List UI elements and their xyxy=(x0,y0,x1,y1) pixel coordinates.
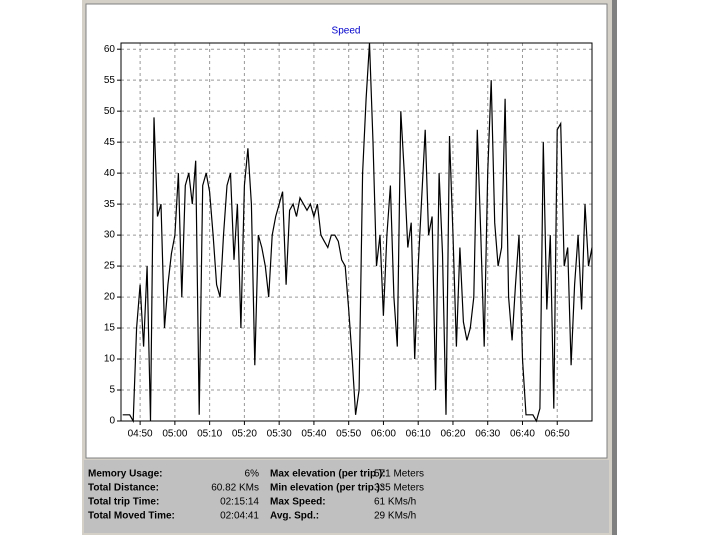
y-tick-label: 60 xyxy=(104,44,116,55)
y-tick-label: 45 xyxy=(104,137,116,148)
speed-line xyxy=(122,42,593,424)
y-tick-label: 50 xyxy=(104,106,116,117)
stats-panel xyxy=(84,460,609,533)
x-tick-label: 05:10 xyxy=(197,429,222,440)
stat-value: 335 Meters xyxy=(374,483,424,494)
y-tick-label: 0 xyxy=(109,416,115,427)
stat-label: Max Speed: xyxy=(270,497,326,508)
stat-value: 29 KMs/h xyxy=(374,511,416,522)
y-tick-label: 5 xyxy=(109,385,115,396)
y-tick-label: 35 xyxy=(104,199,116,210)
y-tick-label: 25 xyxy=(104,261,116,272)
x-tick-label: 06:30 xyxy=(475,429,500,440)
stat-label: Max elevation (per trip ): xyxy=(270,469,386,480)
y-tick-label: 15 xyxy=(104,323,116,334)
stat-label: Min elevation (per trip ): xyxy=(270,483,383,494)
stat-label: Avg. Spd.: xyxy=(270,511,319,522)
y-tick-label: 10 xyxy=(104,354,116,365)
x-tick-label: 05:20 xyxy=(232,429,257,440)
x-tick-label: 05:40 xyxy=(301,429,326,440)
chart-title: Speed xyxy=(332,26,361,37)
x-tick-label: 06:50 xyxy=(545,429,570,440)
x-tick-label: 05:50 xyxy=(336,429,361,440)
scrollbar-edge xyxy=(612,0,617,535)
x-tick-label: 06:00 xyxy=(371,429,396,440)
plot-border xyxy=(120,42,593,422)
x-tick-label: 06:40 xyxy=(510,429,535,440)
y-tick-label: 30 xyxy=(104,230,116,241)
x-tick-label: 05:30 xyxy=(267,429,292,440)
plot-area: 0 5 10 15 20 25 30 35 40 45 50 55 60 04:50 05:00 05:10 0… xyxy=(104,42,593,440)
stat-value: 02:04:41 xyxy=(220,511,259,522)
stat-value: 571 Meters xyxy=(374,469,424,480)
stats: Memory Usage: 6% Max elevation (per trip )… xyxy=(88,469,424,522)
stat-value: 60.82 KMs xyxy=(211,483,259,494)
x-tick-label: 04:50 xyxy=(128,429,153,440)
stat-label: Total Distance: xyxy=(88,483,159,494)
stat-label: Total trip Time: xyxy=(88,497,159,508)
x-tick-label: 06:20 xyxy=(440,429,465,440)
stat-label: Total Moved Time: xyxy=(88,511,175,522)
stat-value: 6% xyxy=(245,469,260,480)
stat-value: 61 KMs/h xyxy=(374,497,416,508)
stat-value: 02:15:14 xyxy=(220,497,259,508)
y-tick-label: 40 xyxy=(104,168,116,179)
y-tick-label: 20 xyxy=(104,292,116,303)
x-tick-label: 05:00 xyxy=(162,429,187,440)
x-tick-label: 06:10 xyxy=(406,429,431,440)
chart-panel xyxy=(85,3,608,459)
stat-label: Memory Usage: xyxy=(88,469,162,480)
y-tick-label: 55 xyxy=(104,75,116,86)
